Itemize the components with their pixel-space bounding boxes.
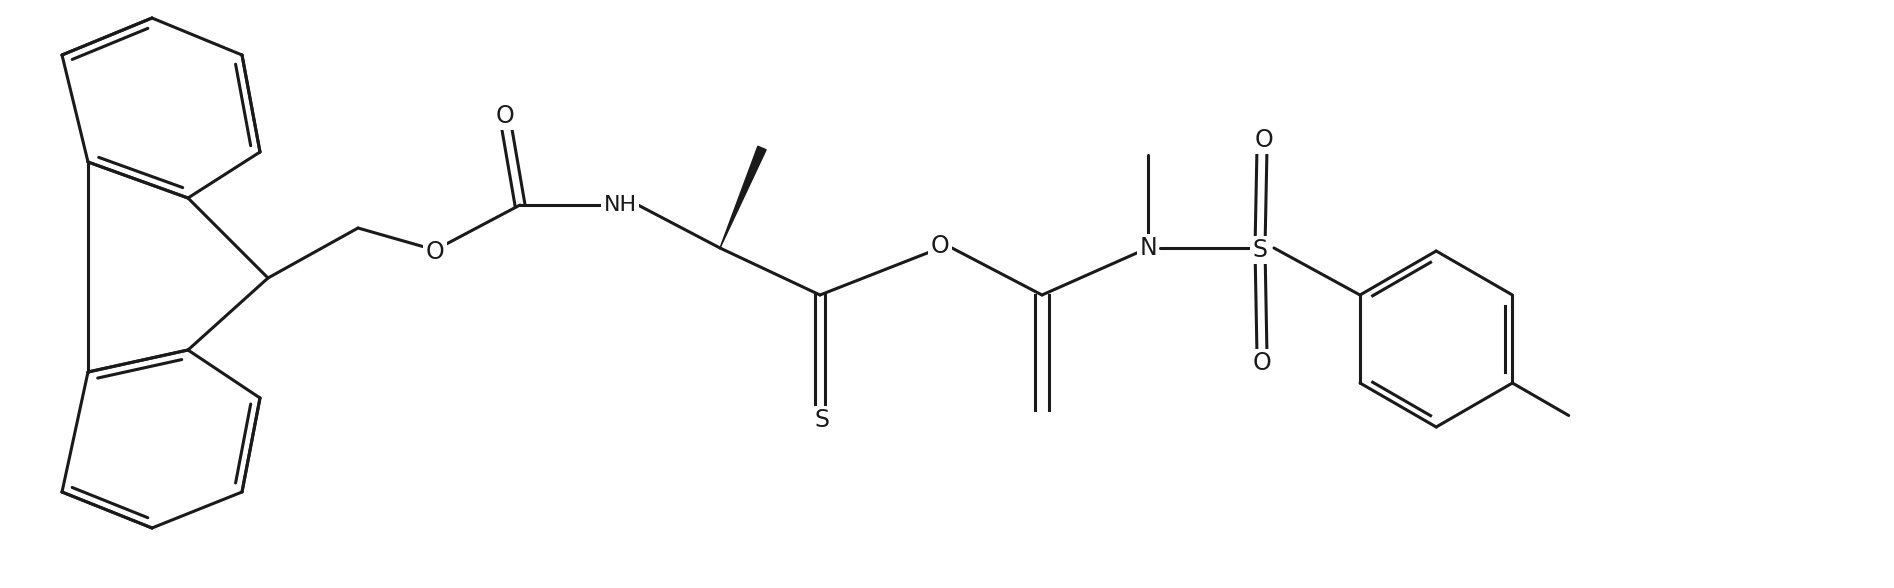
Text: S: S [814,408,830,432]
Text: O: O [496,104,515,128]
Text: O: O [1252,351,1271,375]
Text: NH: NH [604,195,636,215]
Text: N: N [1138,236,1157,260]
Text: O: O [426,240,445,264]
Text: O: O [1254,128,1273,152]
Polygon shape [720,146,767,248]
Text: O: O [930,234,949,258]
Text: S: S [1252,238,1267,262]
